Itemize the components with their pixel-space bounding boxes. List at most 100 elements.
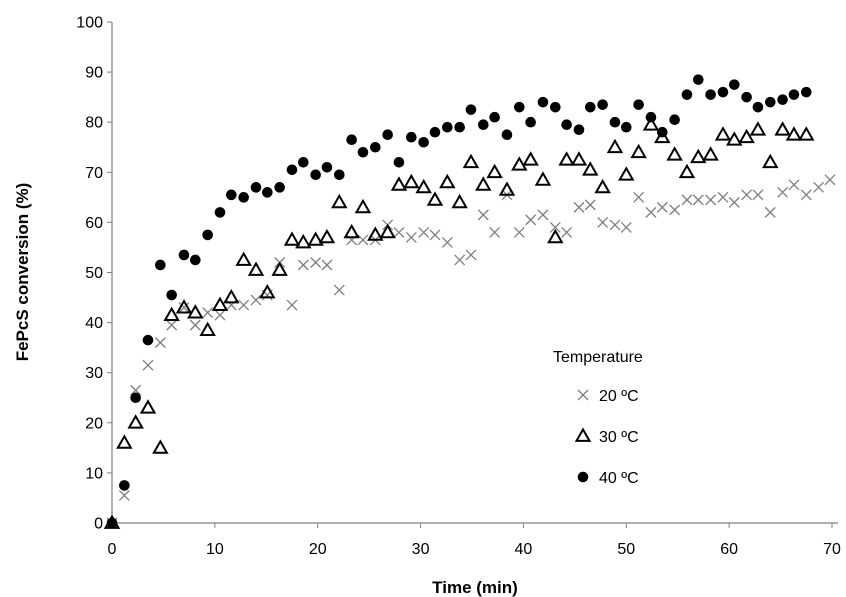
cross-point bbox=[584, 199, 596, 211]
cross-point bbox=[333, 284, 345, 296]
circle-point bbox=[669, 114, 680, 125]
circle-point bbox=[346, 134, 357, 146]
circle-point bbox=[705, 89, 716, 100]
circle-point bbox=[501, 129, 513, 141]
circle-point bbox=[752, 101, 764, 113]
cross-point bbox=[777, 186, 789, 198]
triangle-point bbox=[475, 176, 492, 191]
legend-label: 30 ºC bbox=[599, 429, 639, 446]
x-tick-label: 30 bbox=[412, 541, 430, 558]
cross-point bbox=[238, 299, 250, 311]
triangle-point bbox=[223, 289, 240, 304]
triangle-point bbox=[379, 223, 396, 239]
y-tick-label: 80 bbox=[85, 115, 103, 132]
circle-point bbox=[418, 136, 429, 148]
cross-point bbox=[681, 194, 693, 206]
x-axis-title: Time (min) bbox=[432, 578, 518, 597]
y-tick-label: 60 bbox=[85, 215, 103, 232]
circle-point bbox=[645, 111, 657, 123]
triangle-point bbox=[594, 178, 611, 194]
legend-marker bbox=[577, 471, 589, 483]
circle-point bbox=[764, 96, 776, 108]
circle-point bbox=[692, 74, 704, 85]
y-tick-label: 0 bbox=[94, 516, 103, 533]
circle-point bbox=[190, 254, 201, 266]
legend-title: Temperature bbox=[553, 349, 643, 366]
legend-item: 40 ºC bbox=[577, 470, 639, 487]
triangle-point bbox=[547, 228, 564, 244]
triangle-point bbox=[175, 299, 193, 314]
legend-marker bbox=[577, 389, 589, 401]
cross-point bbox=[561, 226, 573, 238]
y-tick-label: 70 bbox=[85, 165, 103, 182]
circle-point bbox=[298, 156, 309, 168]
cross-point bbox=[118, 489, 130, 501]
triangle-point bbox=[283, 231, 301, 246]
legend-item: 30 ºC bbox=[574, 427, 639, 446]
circle-point bbox=[178, 249, 190, 261]
triangle-point bbox=[403, 173, 420, 189]
y-tick-label: 50 bbox=[85, 265, 103, 282]
circle-point bbox=[226, 189, 237, 201]
circle-point bbox=[202, 229, 213, 241]
cross-point bbox=[393, 226, 405, 238]
cross-point bbox=[429, 229, 441, 241]
triangle-point bbox=[211, 296, 229, 311]
plot-area: 0 10 20 30 40 50 60 70 80 90 100 0 10 20 30 40 50 60 70 bbox=[76, 15, 841, 559]
cross-point bbox=[728, 196, 740, 208]
series-1 bbox=[106, 174, 836, 529]
circle-point bbox=[633, 99, 644, 110]
triangle-point bbox=[451, 193, 468, 209]
triangle-point bbox=[116, 434, 133, 449]
triangle-point bbox=[354, 198, 372, 214]
circle-point bbox=[465, 104, 477, 115]
triangle-point bbox=[163, 306, 180, 321]
triangle-point bbox=[582, 161, 599, 176]
cross-point bbox=[609, 219, 621, 231]
x-tick-label: 40 bbox=[515, 541, 533, 558]
circle-point bbox=[514, 101, 525, 113]
triangle-point bbox=[271, 261, 288, 276]
triangle-point bbox=[318, 228, 336, 244]
triangle-point bbox=[654, 128, 671, 144]
circle-point bbox=[728, 79, 740, 90]
axis-ticks: 0 10 20 30 40 50 60 70 80 90 100 0 10 20 30 40 50 60 70 bbox=[76, 15, 841, 559]
circle-point bbox=[525, 116, 536, 128]
triangle-point bbox=[738, 128, 755, 144]
circle-point bbox=[274, 182, 285, 193]
y-tick-label: 30 bbox=[85, 365, 103, 382]
cross-point bbox=[525, 214, 537, 226]
triangle-point bbox=[152, 439, 169, 454]
triangle-point bbox=[199, 321, 216, 336]
y-tick-label: 100 bbox=[76, 15, 103, 32]
legend-marker bbox=[574, 427, 592, 442]
triangle-point bbox=[726, 131, 743, 146]
circle-point bbox=[321, 161, 333, 173]
cross-point bbox=[788, 179, 800, 191]
circle-point bbox=[119, 480, 130, 491]
legend-label: 20 ºC bbox=[599, 388, 639, 405]
circle-point bbox=[106, 517, 118, 529]
circle-point bbox=[406, 131, 417, 143]
triangle-point bbox=[307, 231, 324, 246]
triangle-point bbox=[618, 166, 635, 181]
circle-point bbox=[550, 101, 561, 113]
y-tick-label: 10 bbox=[85, 465, 103, 482]
cross-point bbox=[477, 209, 489, 221]
circle-point bbox=[166, 289, 177, 301]
circle-point bbox=[561, 119, 572, 131]
cross-point bbox=[465, 249, 477, 261]
cross-point bbox=[752, 189, 764, 201]
circle-point bbox=[573, 124, 585, 136]
cross-point bbox=[633, 191, 645, 203]
circle-point bbox=[454, 121, 465, 133]
cross-point bbox=[286, 299, 298, 311]
y-axis-title: FePcS conversion (%) bbox=[13, 183, 32, 362]
triangle-point bbox=[774, 121, 791, 136]
triangle-point bbox=[235, 251, 252, 266]
circle-point bbox=[597, 99, 608, 110]
cross-point bbox=[441, 236, 453, 248]
triangle-point bbox=[426, 191, 444, 206]
circle-point bbox=[142, 334, 154, 346]
cross-point bbox=[813, 181, 825, 193]
